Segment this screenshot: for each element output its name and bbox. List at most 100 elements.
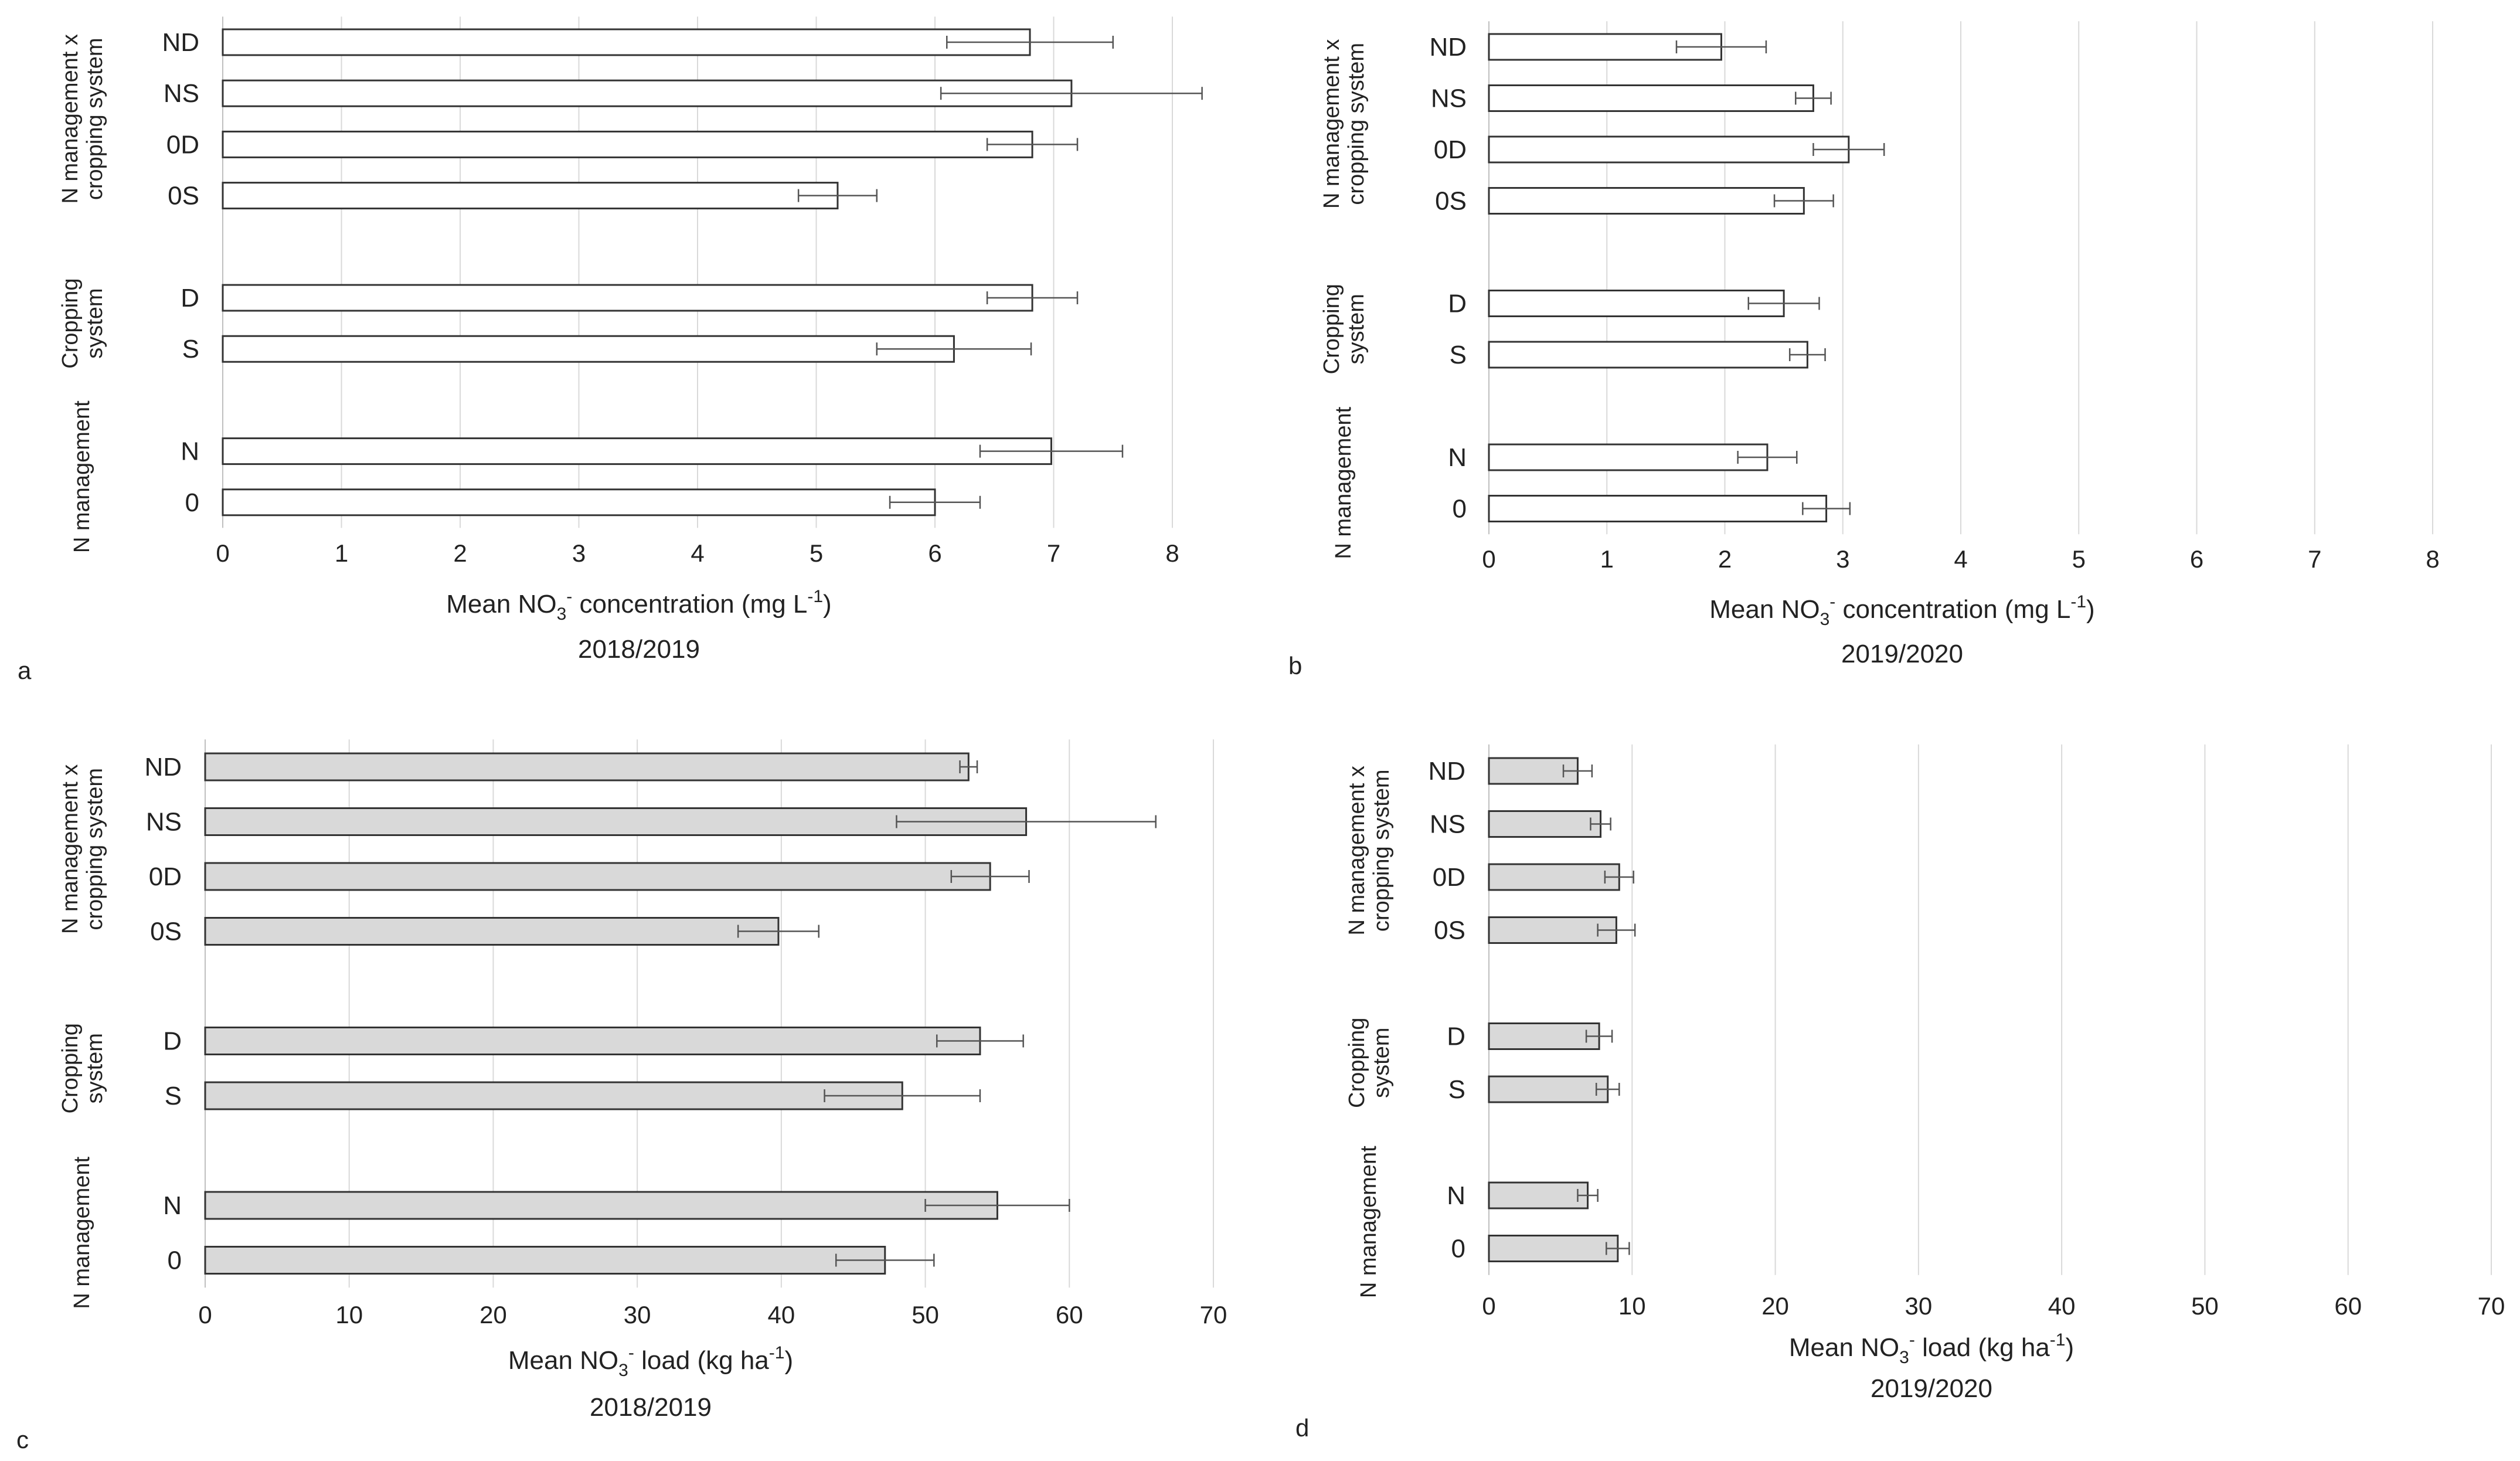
category-label-N: N (181, 437, 199, 466)
panel-letter: b (1288, 652, 1302, 679)
x-axis-label-part: ) (2086, 595, 2095, 624)
bar-NS (1488, 810, 1602, 838)
x-tick-label-4: 40 (767, 1301, 795, 1329)
bar-D (1488, 290, 1785, 317)
year-label: 2019/2020 (1841, 640, 1963, 668)
x-axis-label-part: Mean NO (446, 590, 556, 619)
x-tick-label-4: 4 (1954, 545, 1967, 573)
group-label-line: N management (70, 400, 94, 553)
group-label-line: cropping system (83, 768, 107, 930)
bar-ND (204, 752, 970, 782)
category-label-D: D (1447, 1022, 1465, 1051)
x-axis-label-part: Mean NO (1789, 1333, 1899, 1362)
x-axis-label-part: concentration (mg L (572, 590, 807, 619)
chart-a: ND NS 0D 0S DS N 0 N management xcropping syste… (18, 16, 1203, 684)
chart-d: ND NS 0D 0S DS N 0 N management xcropping syste… (1295, 744, 2505, 1442)
category-label-0D: 0D (1434, 135, 1467, 164)
x-tick-label-2: 20 (1761, 1292, 1789, 1320)
bar-S (204, 1081, 903, 1110)
x-axis-label-part: ) (823, 590, 832, 619)
group-label-line: N management (1356, 1146, 1381, 1298)
panel-a: ND NS 0D 0S D S N 0 N management xcropping syste… (0, 0, 1260, 721)
x-axis-label-part: -1 (2050, 1330, 2066, 1350)
bar-D (204, 1027, 981, 1055)
x-tick-label-1: 10 (1618, 1292, 1646, 1320)
bar-NS (1488, 84, 1814, 112)
x-tick-label-7: 7 (2308, 545, 2321, 573)
category-label-0: 0 (185, 488, 199, 517)
x-axis-label-part: - (566, 587, 572, 606)
bar-0D (204, 862, 991, 891)
year-label: 2018/2019 (590, 1393, 712, 1422)
panel-b: ND NS 0D 0S D S N 0 N management xcropping syste… (1260, 0, 2520, 721)
chart-c: ND NS 0D 0S DS N 0 N management xcropping syste… (16, 739, 1227, 1453)
group-label-line: cropping system (1369, 769, 1394, 932)
category-label-0: 0 (1453, 495, 1467, 524)
x-tick-label-8: 8 (1165, 539, 1179, 567)
group-label-1: Croppingsystem (1345, 1018, 1394, 1108)
x-tick-label-3: 3 (572, 539, 586, 567)
panel-c: ND NS 0D 0S D S N 0 N management xcropping syste… (0, 721, 1260, 1461)
bar-S (1488, 341, 1808, 369)
group-label-line: Cropping (58, 278, 83, 368)
bar-0D (1488, 863, 1620, 891)
x-axis-label-part: load (kg ha (1915, 1333, 2050, 1362)
x-axis-label: Mean NO3- concentration (mg L-1) (446, 587, 831, 624)
x-axis-label-part: load (kg ha (634, 1346, 769, 1375)
group-label-line: cropping system (83, 38, 107, 200)
group-label-line: cropping system (1344, 43, 1369, 205)
group-label-1: Croppingsystem (1319, 284, 1369, 374)
category-label-0: 0 (168, 1246, 182, 1275)
group-label-line: Cropping (1345, 1018, 1369, 1108)
group-label-2: N management (70, 1156, 94, 1309)
x-tick-label-4: 40 (2048, 1292, 2076, 1320)
x-tick-label-6: 60 (1056, 1301, 1083, 1329)
bar-0 (204, 1246, 886, 1275)
category-label-0S: 0S (1435, 187, 1467, 216)
category-label-N: N (1448, 443, 1467, 472)
bar-NS (204, 807, 1028, 836)
x-tick-label-5: 50 (912, 1301, 939, 1329)
x-axis-label-part: 3 (557, 604, 567, 624)
category-label-0S: 0S (1434, 916, 1465, 945)
x-tick-label-1: 1 (335, 539, 348, 567)
x-tick-label-5: 50 (2191, 1292, 2219, 1320)
group-label-line: N management (70, 1156, 94, 1309)
group-label-line: Cropping (1319, 284, 1344, 374)
x-axis-label-part: concentration (mg L (1835, 595, 2070, 624)
x-axis-label-part: 3 (1899, 1348, 1909, 1367)
bar-0D (222, 130, 1033, 158)
bar-0 (222, 488, 936, 517)
category-label-D: D (163, 1027, 182, 1056)
chart-b: ND NS 0D 0S DS N 0 N management xcropping syste… (1288, 21, 2440, 679)
category-label-D: D (1448, 290, 1467, 318)
bar-N (204, 1191, 998, 1220)
x-tick-label-5: 5 (2072, 545, 2086, 573)
category-label-S: S (182, 335, 199, 363)
group-label-line: N management x (58, 765, 83, 934)
x-axis-label-part: 3 (618, 1361, 628, 1380)
group-label-line: N management x (58, 34, 83, 203)
group-label-0: N management xcropping system (58, 765, 107, 934)
category-label-ND: ND (1428, 757, 1465, 786)
category-label-NS: NS (146, 808, 182, 837)
bar-0D (1488, 135, 1850, 164)
x-axis-label-part: -1 (769, 1343, 785, 1363)
category-label-ND: ND (1429, 33, 1467, 62)
x-tick-label-2: 2 (453, 539, 467, 567)
x-tick-label-0: 0 (1482, 545, 1495, 573)
x-axis-label-part: 3 (1820, 610, 1830, 629)
year-label: 2018/2019 (578, 635, 700, 664)
x-tick-label-7: 70 (1200, 1301, 1227, 1329)
bar-ND (1488, 33, 1722, 61)
bar-0S (1488, 916, 1617, 944)
x-tick-label-2: 20 (479, 1301, 507, 1329)
category-label-N: N (1447, 1181, 1465, 1210)
x-tick-label-3: 30 (624, 1301, 651, 1329)
group-label-1: Croppingsystem (58, 1023, 107, 1113)
x-tick-label-1: 10 (335, 1301, 363, 1329)
bar-0S (1488, 187, 1805, 215)
bar-0 (1488, 495, 1828, 522)
group-label-line: N management x (1345, 766, 1369, 935)
group-label-line: system (83, 288, 107, 358)
